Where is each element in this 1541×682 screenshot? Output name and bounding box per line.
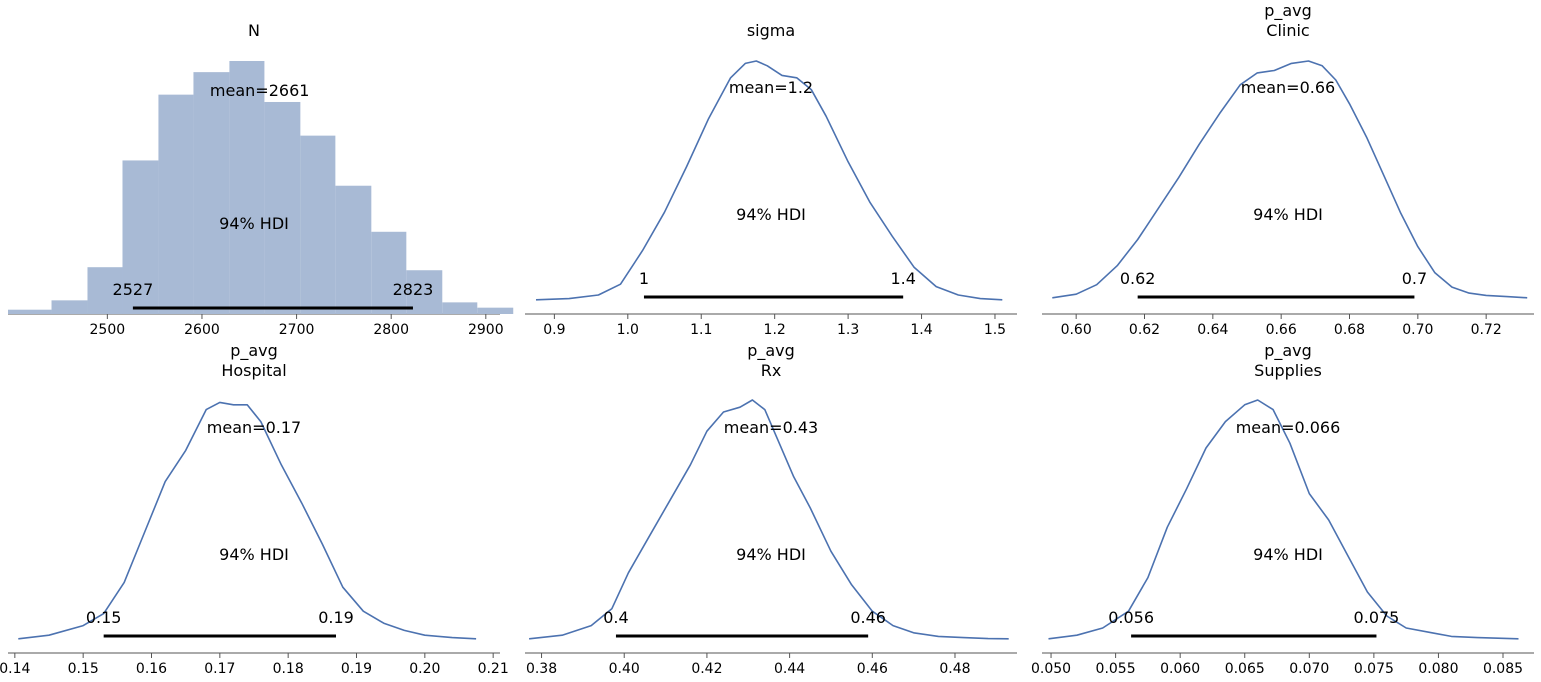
mean-label: mean=0.066 bbox=[1236, 418, 1341, 437]
x-tick-label: 0.64 bbox=[1197, 322, 1228, 338]
mean-label: mean=1.2 bbox=[729, 78, 813, 97]
x-tick-label: 0.38 bbox=[526, 661, 557, 677]
density-curve bbox=[535, 60, 1003, 301]
mean-label: mean=0.66 bbox=[1241, 78, 1335, 97]
x-tick-label: 1.4 bbox=[910, 322, 932, 338]
x-tick-label: 0.17 bbox=[204, 661, 235, 677]
x-tick-label: 1.1 bbox=[690, 322, 712, 338]
x-tick-label: 0.19 bbox=[341, 661, 372, 677]
panel-title: Hospital bbox=[221, 361, 286, 380]
histogram-bar bbox=[51, 300, 88, 314]
x-tick-label: 0.065 bbox=[1225, 661, 1265, 677]
x-tick-label: 2500 bbox=[90, 322, 126, 338]
x-tick-label: 0.20 bbox=[409, 661, 440, 677]
x-tick-label: 0.18 bbox=[273, 661, 304, 677]
panel-title: p_avg bbox=[1264, 1, 1312, 21]
density-curve bbox=[1052, 60, 1528, 299]
x-tick-label: 0.40 bbox=[609, 661, 640, 677]
hdi-low-label: 2527 bbox=[113, 280, 154, 299]
histogram-bar bbox=[300, 135, 336, 314]
x-tick-label: 2800 bbox=[373, 322, 409, 338]
hdi-label: 94% HDI bbox=[1253, 205, 1323, 224]
x-tick-label: 1.0 bbox=[617, 322, 639, 338]
histogram-bar bbox=[371, 231, 407, 314]
hdi-label: 94% HDI bbox=[219, 545, 289, 564]
x-tick-label: 2700 bbox=[279, 322, 315, 338]
density-curve bbox=[18, 401, 477, 640]
x-tick-label: 2600 bbox=[184, 322, 220, 338]
hdi-low-label: 1 bbox=[639, 269, 649, 288]
hdi-high-label: 0.075 bbox=[1354, 608, 1400, 627]
hdi-label: 94% HDI bbox=[736, 205, 806, 224]
histogram-bar bbox=[87, 267, 123, 314]
x-tick-label: 0.14 bbox=[0, 661, 31, 677]
panel-title: N bbox=[248, 21, 260, 40]
hdi-low-label: 0.15 bbox=[86, 608, 122, 627]
x-tick-label: 0.66 bbox=[1266, 322, 1297, 338]
x-tick-label: 0.60 bbox=[1061, 322, 1092, 338]
mean-label: mean=0.43 bbox=[724, 418, 818, 437]
x-tick-label: 0.9 bbox=[543, 322, 565, 338]
x-tick-label: 0.070 bbox=[1289, 661, 1329, 677]
x-tick-label: 0.72 bbox=[1471, 322, 1502, 338]
x-tick-label: 0.62 bbox=[1129, 322, 1160, 338]
histogram-bar bbox=[442, 302, 478, 314]
panel-title: sigma bbox=[747, 21, 795, 40]
x-tick-label: 1.5 bbox=[984, 322, 1006, 338]
histogram-bar bbox=[8, 309, 52, 314]
hdi-label: 94% HDI bbox=[736, 545, 806, 564]
histogram-bar bbox=[477, 307, 514, 314]
x-tick-label: 0.055 bbox=[1096, 661, 1136, 677]
x-tick-label: 2900 bbox=[468, 322, 504, 338]
histogram-bar bbox=[264, 101, 301, 315]
histogram-bar bbox=[229, 61, 265, 314]
hdi-low-label: 0.056 bbox=[1108, 608, 1154, 627]
histogram-bar bbox=[122, 160, 159, 314]
x-tick-label: 0.46 bbox=[857, 661, 888, 677]
x-tick-label: 0.44 bbox=[774, 661, 805, 677]
panel-title: Clinic bbox=[1266, 21, 1309, 40]
x-tick-label: 0.050 bbox=[1031, 661, 1071, 677]
x-tick-label: 0.15 bbox=[68, 661, 99, 677]
x-tick-label: 1.2 bbox=[764, 322, 786, 338]
histogram-bar bbox=[193, 72, 230, 314]
x-tick-label: 0.085 bbox=[1483, 661, 1523, 677]
x-tick-label: 0.075 bbox=[1354, 661, 1394, 677]
hdi-label: 94% HDI bbox=[1253, 545, 1323, 564]
x-tick-label: 0.16 bbox=[136, 661, 167, 677]
histogram-bar bbox=[335, 185, 372, 314]
panel-title: Rx bbox=[761, 361, 782, 380]
x-tick-label: 0.060 bbox=[1160, 661, 1200, 677]
panel-title: p_avg bbox=[747, 341, 795, 361]
panel-title: p_avg bbox=[1264, 341, 1312, 361]
hdi-high-label: 0.46 bbox=[850, 608, 886, 627]
density-curve bbox=[529, 399, 1009, 640]
mean-label: mean=0.17 bbox=[207, 418, 301, 437]
panel-title: Supplies bbox=[1254, 361, 1322, 380]
x-tick-label: 0.68 bbox=[1334, 322, 1365, 338]
hdi-low-label: 0.62 bbox=[1120, 269, 1156, 288]
x-tick-label: 0.080 bbox=[1418, 661, 1458, 677]
density-curve bbox=[1048, 399, 1519, 640]
mean-label: mean=2661 bbox=[210, 81, 310, 100]
hdi-high-label: 0.7 bbox=[1402, 269, 1427, 288]
histogram-bar bbox=[158, 94, 194, 314]
x-tick-label: 1.3 bbox=[837, 322, 859, 338]
hdi-high-label: 2823 bbox=[393, 280, 434, 299]
x-tick-label: 0.42 bbox=[691, 661, 722, 677]
panel-title: p_avg bbox=[230, 341, 278, 361]
hdi-high-label: 1.4 bbox=[890, 269, 915, 288]
hdi-label: 94% HDI bbox=[219, 214, 289, 233]
x-tick-label: 0.21 bbox=[478, 661, 509, 677]
x-tick-label: 0.48 bbox=[939, 661, 970, 677]
hdi-high-label: 0.19 bbox=[318, 608, 354, 627]
hdi-low-label: 0.4 bbox=[603, 608, 628, 627]
x-tick-label: 0.70 bbox=[1402, 322, 1433, 338]
